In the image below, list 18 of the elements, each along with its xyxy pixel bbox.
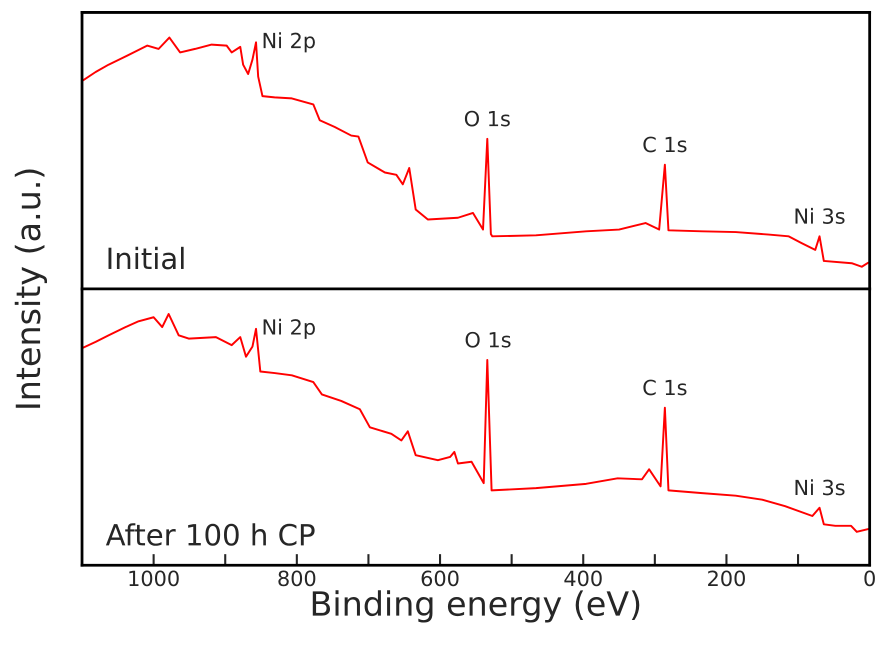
y-axis-title: Intensity (a.u.) [14, 170, 47, 408]
annotation: After 100 h CP [106, 523, 315, 546]
annotation: Ni 2p [264, 32, 315, 52]
annotation: Ni 3s [796, 479, 845, 496]
x-tick-label: 400 [564, 570, 602, 586]
x-tick-label: 1000 [129, 570, 179, 586]
annotation: C 1s [643, 380, 686, 396]
annotation: O 1s [466, 332, 511, 348]
x-tick-label: 200 [708, 570, 745, 586]
annotation: Initial [108, 246, 184, 270]
annotation: C 1s [643, 136, 686, 152]
x-tick-label: 600 [422, 570, 459, 586]
annotation: O 1s [464, 110, 510, 126]
annotation: Ni 2p [264, 318, 315, 339]
annotation: Ni 3s [796, 208, 845, 224]
x-axis-title: Binding energy (eV) [312, 590, 640, 623]
x-tick-label: 0 [864, 570, 875, 586]
x-tick-label: 800 [278, 570, 316, 586]
